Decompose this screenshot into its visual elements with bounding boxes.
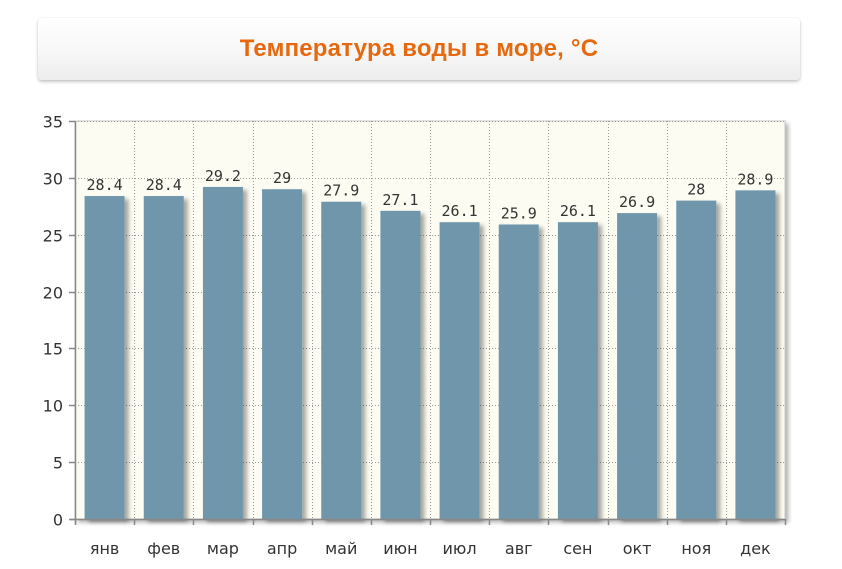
- data-label: 29.2: [205, 167, 241, 185]
- bar: [380, 210, 421, 519]
- x-tick-label: июн: [383, 539, 417, 558]
- y-tick-label: 15: [43, 340, 63, 359]
- bar: [498, 224, 539, 520]
- bar: [262, 189, 303, 519]
- x-tick-label: окт: [623, 539, 652, 558]
- y-tick-label: 25: [43, 227, 63, 246]
- data-label: 26.1: [560, 202, 596, 220]
- y-tick-label: 10: [43, 397, 63, 416]
- x-tick-label: ноя: [681, 539, 711, 558]
- bar: [439, 222, 480, 519]
- data-label: 28.4: [87, 176, 123, 194]
- bar: [321, 201, 362, 520]
- data-label: 28: [687, 181, 705, 199]
- x-tick-label: янв: [90, 539, 120, 558]
- chart-title-panel: Температура воды в море, °C: [38, 18, 800, 80]
- bar: [202, 186, 243, 519]
- x-tick-label: май: [325, 539, 357, 558]
- y-tick-label: 5: [53, 454, 63, 473]
- bar: [84, 196, 125, 519]
- x-tick-label: сен: [563, 539, 592, 558]
- x-tick-label: фев: [147, 539, 180, 558]
- y-tick-label: 20: [43, 284, 63, 303]
- data-label: 28.4: [146, 176, 182, 194]
- bar: [557, 222, 598, 519]
- bar: [617, 213, 658, 519]
- data-label: 27.9: [323, 182, 359, 200]
- x-tick-label: авг: [505, 539, 533, 558]
- chart-title: Температура воды в море, °C: [239, 35, 599, 62]
- x-tick-label: дек: [740, 539, 771, 558]
- x-tick-label: апр: [267, 539, 297, 558]
- y-tick-label: 35: [43, 113, 63, 132]
- bar: [143, 196, 184, 519]
- data-label: 28.9: [737, 170, 773, 188]
- data-label: 26.9: [619, 193, 655, 211]
- bar: [676, 200, 717, 519]
- data-label: 27.1: [382, 191, 418, 209]
- data-label: 25.9: [501, 204, 537, 222]
- y-tick-label: 30: [43, 170, 63, 189]
- x-tick-label: мар: [207, 539, 239, 558]
- data-label: 26.1: [442, 202, 478, 220]
- x-tick-label: июл: [443, 539, 477, 558]
- data-label: 29: [273, 169, 291, 187]
- y-tick-label: 0: [53, 511, 63, 530]
- bar: [735, 190, 776, 519]
